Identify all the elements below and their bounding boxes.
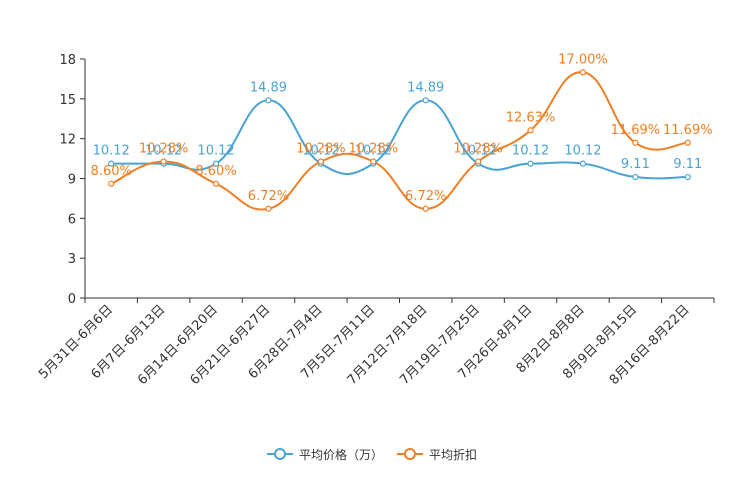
data-label-price: 14.89 (250, 80, 287, 95)
series-line-discount (110, 71, 688, 211)
data-label-price: 9.11 (621, 157, 650, 172)
data-label-price: 10.12 (564, 144, 601, 159)
legend-price-label: 平均价格（万） (298, 447, 383, 462)
data-point-discount[interactable] (212, 180, 220, 187)
data-label-discount: 11.69% (663, 123, 713, 138)
data-label-discount: 10.28% (139, 142, 189, 157)
legend-price-swatch-icon (266, 448, 293, 460)
data-label-discount: 17.00% (558, 52, 608, 67)
legend-discount-label: 平均折扣 (429, 447, 478, 462)
data-label-discount: 8.60% (91, 164, 132, 179)
data-label-discount: 11.69% (611, 123, 661, 138)
data-label-discount: 12.63% (506, 110, 556, 125)
data-label-discount: 6.72% (248, 189, 289, 204)
legend-item-price[interactable]: 平均价格（万） (266, 446, 383, 463)
data-label-price: 9.11 (673, 157, 702, 172)
data-label-price: 10.12 (93, 144, 130, 159)
data-label-discount: 8.60% (195, 164, 236, 179)
data-point-discount[interactable] (475, 158, 482, 165)
data-point-price[interactable] (265, 97, 272, 104)
data-point-discount[interactable] (370, 158, 377, 165)
data-point-discount[interactable] (265, 205, 272, 212)
legend: 平均价格（万） 平均折扣 (0, 443, 744, 465)
data-label-price: 10.12 (302, 144, 339, 159)
legend-item-discount[interactable]: 平均折扣 (397, 446, 477, 463)
data-label-price: 10.12 (355, 144, 392, 159)
y-tick-label: 18 (59, 53, 76, 68)
data-point-price[interactable] (212, 160, 220, 167)
data-point-discount[interactable] (579, 69, 587, 76)
data-label-price: 10.12 (197, 144, 234, 159)
data-label-price: 14.89 (407, 80, 444, 95)
data-point-price[interactable] (422, 97, 429, 104)
data-label-discount: 10.28% (349, 142, 399, 157)
data-label-price: 10.12 (145, 144, 182, 159)
legend-discount-swatch-icon (397, 448, 423, 460)
data-label-discount: 10.28% (453, 142, 503, 157)
y-tick-label: 0 (68, 292, 76, 307)
y-tick-label: 9 (68, 173, 76, 188)
data-point-price[interactable] (108, 160, 115, 167)
data-point-discount[interactable] (160, 158, 167, 165)
data-point-discount[interactable] (527, 127, 534, 134)
data-point-discount[interactable] (422, 205, 429, 212)
y-tick-label: 6 (68, 212, 76, 227)
data-label-price: 10.12 (512, 144, 549, 159)
data-point-price[interactable] (632, 173, 639, 181)
data-point-discount[interactable] (632, 139, 639, 146)
y-tick-label: 12 (59, 133, 76, 148)
y-tick-label: 15 (59, 93, 76, 108)
data-point-discount[interactable] (317, 158, 324, 165)
y-tick-label: 3 (68, 252, 76, 267)
data-point-discount[interactable] (108, 180, 115, 187)
data-label-discount: 6.72% (405, 189, 446, 204)
data-label-price: 10.12 (460, 144, 497, 159)
data-point-price[interactable] (684, 173, 691, 181)
data-point-price[interactable] (579, 160, 587, 167)
data-point-discount[interactable] (684, 139, 691, 146)
data-point-price[interactable] (527, 160, 534, 167)
data-label-discount: 10.28% (296, 142, 346, 157)
